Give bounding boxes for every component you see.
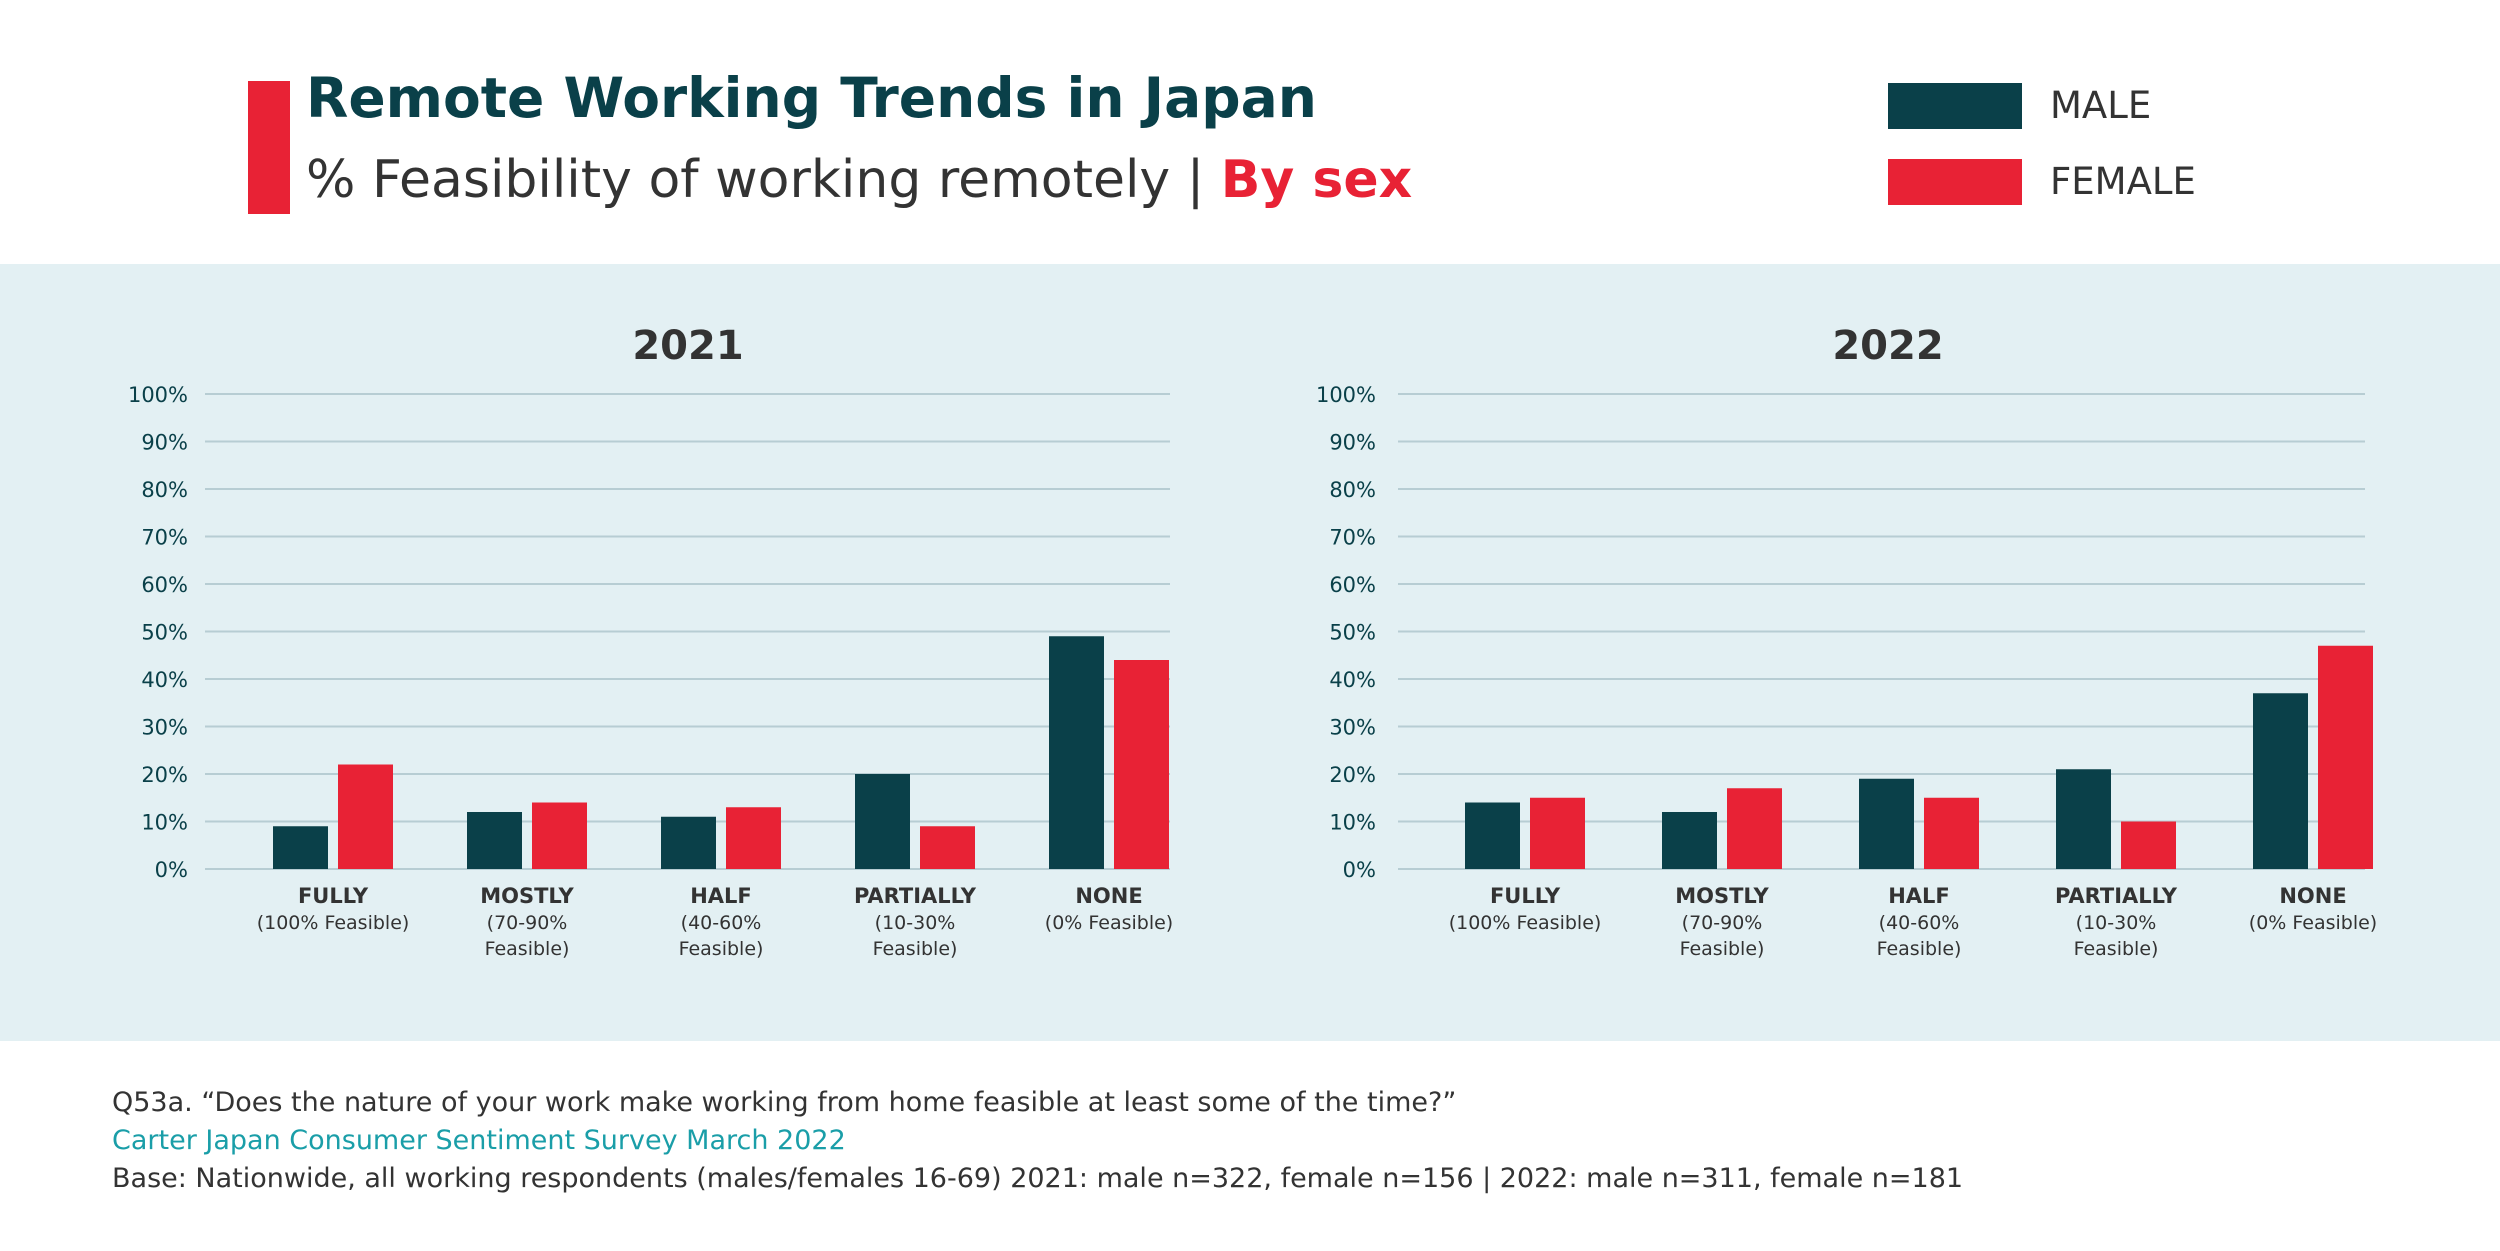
y-tick-label: 30% <box>1329 716 1376 740</box>
y-tick-label: 40% <box>141 668 188 692</box>
category-label: NONE <box>1075 884 1142 908</box>
y-tick-label: 70% <box>1329 526 1376 550</box>
category-note: Feasible) <box>2074 938 2159 960</box>
footer-question: Q53a. “Does the nature of your work make… <box>112 1087 1457 1118</box>
category-note: (100% Feasible) <box>1449 912 1602 934</box>
bar-male <box>273 826 328 869</box>
subtitle-highlight: By sex <box>1220 150 1413 210</box>
y-tick-label: 0% <box>1343 858 1376 882</box>
category-note: Feasible) <box>873 938 958 960</box>
category-note: Feasible) <box>1680 938 1765 960</box>
bar-male <box>2253 693 2308 869</box>
category-note: (10-30% <box>2076 912 2157 934</box>
y-tick-label: 50% <box>1329 621 1376 645</box>
bar-female <box>1924 797 1979 869</box>
y-tick-label: 60% <box>141 573 188 597</box>
category-label: FULLY <box>298 884 369 908</box>
footer-source: Carter Japan Consumer Sentiment Survey M… <box>112 1125 846 1156</box>
footer: Q53a. “Does the nature of your work make… <box>112 1084 1963 1198</box>
bar-female <box>920 826 975 869</box>
bar-female <box>1114 660 1169 869</box>
category-note: (40-60% <box>681 912 762 934</box>
bar-male <box>855 774 910 869</box>
category-label: HALF <box>1888 884 1950 908</box>
bar-female <box>2121 821 2176 869</box>
bar-female <box>1530 797 1585 869</box>
category-label: FULLY <box>1490 884 1561 908</box>
category-note: Feasible) <box>679 938 764 960</box>
page-subtitle: % Feasibility of working remotely | By s… <box>306 150 1412 210</box>
y-tick-label: 20% <box>141 763 188 787</box>
y-tick-label: 10% <box>1329 811 1376 835</box>
y-tick-label: 90% <box>141 431 188 455</box>
y-tick-label: 30% <box>141 716 188 740</box>
category-note: Feasible) <box>1877 938 1962 960</box>
subtitle-text: % Feasibility of working remotely | <box>306 150 1221 210</box>
y-tick-label: 80% <box>141 478 188 502</box>
bar-male <box>467 812 522 869</box>
y-tick-label: 90% <box>1329 431 1376 455</box>
bar-male <box>1465 802 1520 869</box>
category-note: Feasible) <box>485 938 570 960</box>
y-tick-label: 10% <box>141 811 188 835</box>
bar-male <box>2056 769 2111 869</box>
category-note: (70-90% <box>1682 912 1763 934</box>
bar-female <box>726 807 781 869</box>
category-label: PARTIALLY <box>854 884 977 908</box>
header: Remote Working Trends in Japan % Feasibi… <box>0 0 2500 264</box>
category-note: (10-30% <box>875 912 956 934</box>
y-tick-label: 100% <box>1316 383 1376 407</box>
y-tick-label: 0% <box>155 858 188 882</box>
bar-male <box>661 816 716 869</box>
legend-label-female: FEMALE <box>2050 160 2196 203</box>
legend-swatch-male <box>1888 83 2022 129</box>
bar-male <box>1662 812 1717 869</box>
category-note: (100% Feasible) <box>257 912 410 934</box>
y-tick-label: 50% <box>141 621 188 645</box>
category-note: (70-90% <box>487 912 568 934</box>
legend-swatch-female <box>1888 159 2022 205</box>
y-tick-label: 70% <box>141 526 188 550</box>
category-label: NONE <box>2279 884 2346 908</box>
y-tick-label: 40% <box>1329 668 1376 692</box>
legend-label-male: MALE <box>2050 84 2152 127</box>
y-tick-label: 100% <box>128 383 188 407</box>
category-note: (40-60% <box>1879 912 1960 934</box>
page-title: Remote Working Trends in Japan <box>306 66 1317 130</box>
bar-female <box>2318 645 2373 869</box>
y-tick-label: 20% <box>1329 763 1376 787</box>
chart-title-2021: 2021 <box>632 323 743 369</box>
category-label: MOSTLY <box>480 884 574 908</box>
title-accent-bar <box>248 81 290 214</box>
category-note: (0% Feasible) <box>2249 912 2377 934</box>
bar-female <box>338 764 393 869</box>
category-note: (0% Feasible) <box>1045 912 1173 934</box>
chart-title-2022: 2022 <box>1832 323 1943 369</box>
y-tick-label: 80% <box>1329 478 1376 502</box>
bar-female <box>1727 788 1782 869</box>
category-label: HALF <box>690 884 752 908</box>
bar-male <box>1859 778 1914 869</box>
category-label: MOSTLY <box>1675 884 1769 908</box>
bar-male <box>1049 636 1104 869</box>
footer-base: Base: Nationwide, all working respondent… <box>112 1163 1964 1194</box>
category-label: PARTIALLY <box>2055 884 2178 908</box>
y-tick-label: 60% <box>1329 573 1376 597</box>
charts-svg: 2021 0% 10% 20% 30% 40% 50% 60% 70% 80% 90% 100% FUL… <box>128 323 2377 960</box>
bar-female <box>532 802 587 869</box>
